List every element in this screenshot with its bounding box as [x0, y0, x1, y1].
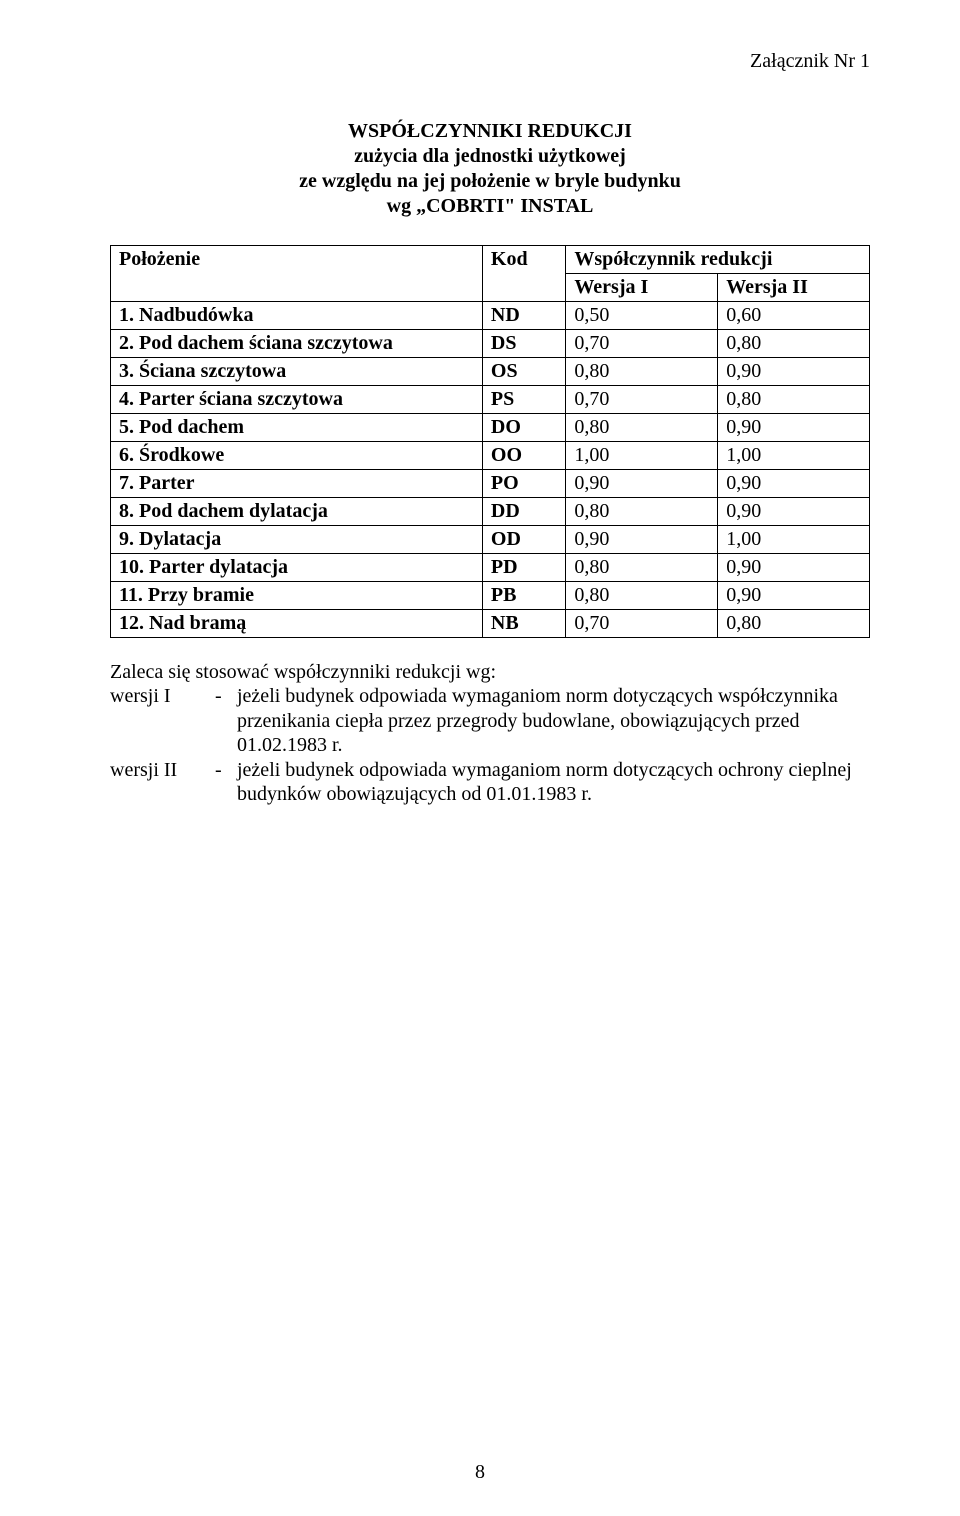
row-code: OO: [482, 442, 565, 470]
row-label: 7. Parter: [111, 470, 483, 498]
table-row: 8. Pod dachem dylatacja DD 0,80 0,90: [111, 498, 870, 526]
row-code: DS: [482, 330, 565, 358]
row-label: 8. Pod dachem dylatacja: [111, 498, 483, 526]
row-v2: 0,90: [718, 470, 870, 498]
row-v1: 0,80: [566, 582, 718, 610]
row-label: 10. Parter dylatacja: [111, 554, 483, 582]
notes-item: wersji I - jeżeli budynek odpowiada wyma…: [110, 684, 870, 757]
row-label: 2. Pod dachem ściana szczytowa: [111, 330, 483, 358]
row-code: ND: [482, 302, 565, 330]
row-code: PS: [482, 386, 565, 414]
row-code: DO: [482, 414, 565, 442]
row-code: DD: [482, 498, 565, 526]
table-row: 1. Nadbudówka ND 0,50 0,60: [111, 302, 870, 330]
page-number: 8: [0, 1461, 960, 1484]
title-line: WSPÓŁCZYNNIKI REDUKCJI: [110, 119, 870, 144]
table-row: 9. Dylatacja OD 0,90 1,00: [111, 526, 870, 554]
row-label: 4. Parter ściana szczytowa: [111, 386, 483, 414]
header-coeff: Współczynnik redukcji: [566, 246, 870, 274]
notes-text: jeżeli budynek odpowiada wymaganiom norm…: [237, 684, 870, 757]
row-code: PD: [482, 554, 565, 582]
table-row: 3. Ściana szczytowa OS 0,80 0,90: [111, 358, 870, 386]
row-code: OD: [482, 526, 565, 554]
notes-item: wersji II - jeżeli budynek odpowiada wym…: [110, 758, 870, 807]
document-page: Załącznik Nr 1 WSPÓŁCZYNNIKI REDUKCJI zu…: [0, 0, 960, 1516]
title-line: zużycia dla jednostki użytkowej: [110, 144, 870, 169]
row-v1: 0,80: [566, 498, 718, 526]
row-label: 12. Nad bramą: [111, 610, 483, 638]
row-label: 9. Dylatacja: [111, 526, 483, 554]
row-code: NB: [482, 610, 565, 638]
header-version2: Wersja II: [718, 274, 870, 302]
row-v1: 0,90: [566, 470, 718, 498]
row-v2: 1,00: [718, 442, 870, 470]
title-line: wg „COBRTI" INSTAL: [110, 194, 870, 219]
row-v1: 0,50: [566, 302, 718, 330]
row-v2: 0,90: [718, 554, 870, 582]
attachment-label: Załącznik Nr 1: [110, 50, 870, 73]
notes-key: wersji II: [110, 758, 215, 807]
row-v2: 0,60: [718, 302, 870, 330]
row-v2: 0,90: [718, 414, 870, 442]
row-v1: 0,70: [566, 610, 718, 638]
row-code: OS: [482, 358, 565, 386]
title-line: ze względu na jej położenie w bryle budy…: [110, 169, 870, 194]
row-v1: 0,80: [566, 414, 718, 442]
row-v1: 1,00: [566, 442, 718, 470]
row-label: 5. Pod dachem: [111, 414, 483, 442]
row-v2: 0,80: [718, 330, 870, 358]
table-row: 7. Parter PO 0,90 0,90: [111, 470, 870, 498]
table-row: 4. Parter ściana szczytowa PS 0,70 0,80: [111, 386, 870, 414]
notes-key: wersji I: [110, 684, 215, 757]
row-v2: 0,90: [718, 358, 870, 386]
table-row: 6. Środkowe OO 1,00 1,00: [111, 442, 870, 470]
row-v2: 1,00: [718, 526, 870, 554]
row-label: 11. Przy bramie: [111, 582, 483, 610]
row-label: 1. Nadbudówka: [111, 302, 483, 330]
notes-dash: -: [215, 684, 237, 757]
header-position: Położenie: [111, 246, 483, 302]
row-label: 3. Ściana szczytowa: [111, 358, 483, 386]
table-header-row: Położenie Kod Współczynnik redukcji: [111, 246, 870, 274]
reduction-table: Położenie Kod Współczynnik redukcji Wers…: [110, 245, 870, 638]
table-row: 2. Pod dachem ściana szczytowa DS 0,70 0…: [111, 330, 870, 358]
title-block: WSPÓŁCZYNNIKI REDUKCJI zużycia dla jedno…: [110, 119, 870, 219]
table-body: 1. Nadbudówka ND 0,50 0,60 2. Pod dachem…: [111, 302, 870, 638]
row-v1: 0,70: [566, 386, 718, 414]
row-v1: 0,80: [566, 554, 718, 582]
table-row: 11. Przy bramie PB 0,80 0,90: [111, 582, 870, 610]
row-v2: 0,80: [718, 610, 870, 638]
header-code: Kod: [482, 246, 565, 302]
notes-dash: -: [215, 758, 237, 807]
header-version1: Wersja I: [566, 274, 718, 302]
table-row: 12. Nad bramą NB 0,70 0,80: [111, 610, 870, 638]
notes-block: Zaleca się stosować współczynniki redukc…: [110, 660, 870, 806]
table-row: 5. Pod dachem DO 0,80 0,90: [111, 414, 870, 442]
row-v2: 0,80: [718, 386, 870, 414]
row-code: PB: [482, 582, 565, 610]
notes-intro: Zaleca się stosować współczynniki redukc…: [110, 660, 870, 684]
row-v2: 0,90: [718, 498, 870, 526]
row-v1: 0,80: [566, 358, 718, 386]
table-row: 10. Parter dylatacja PD 0,80 0,90: [111, 554, 870, 582]
row-code: PO: [482, 470, 565, 498]
notes-text: jeżeli budynek odpowiada wymaganiom norm…: [237, 758, 870, 807]
row-v2: 0,90: [718, 582, 870, 610]
row-v1: 0,90: [566, 526, 718, 554]
row-v1: 0,70: [566, 330, 718, 358]
row-label: 6. Środkowe: [111, 442, 483, 470]
